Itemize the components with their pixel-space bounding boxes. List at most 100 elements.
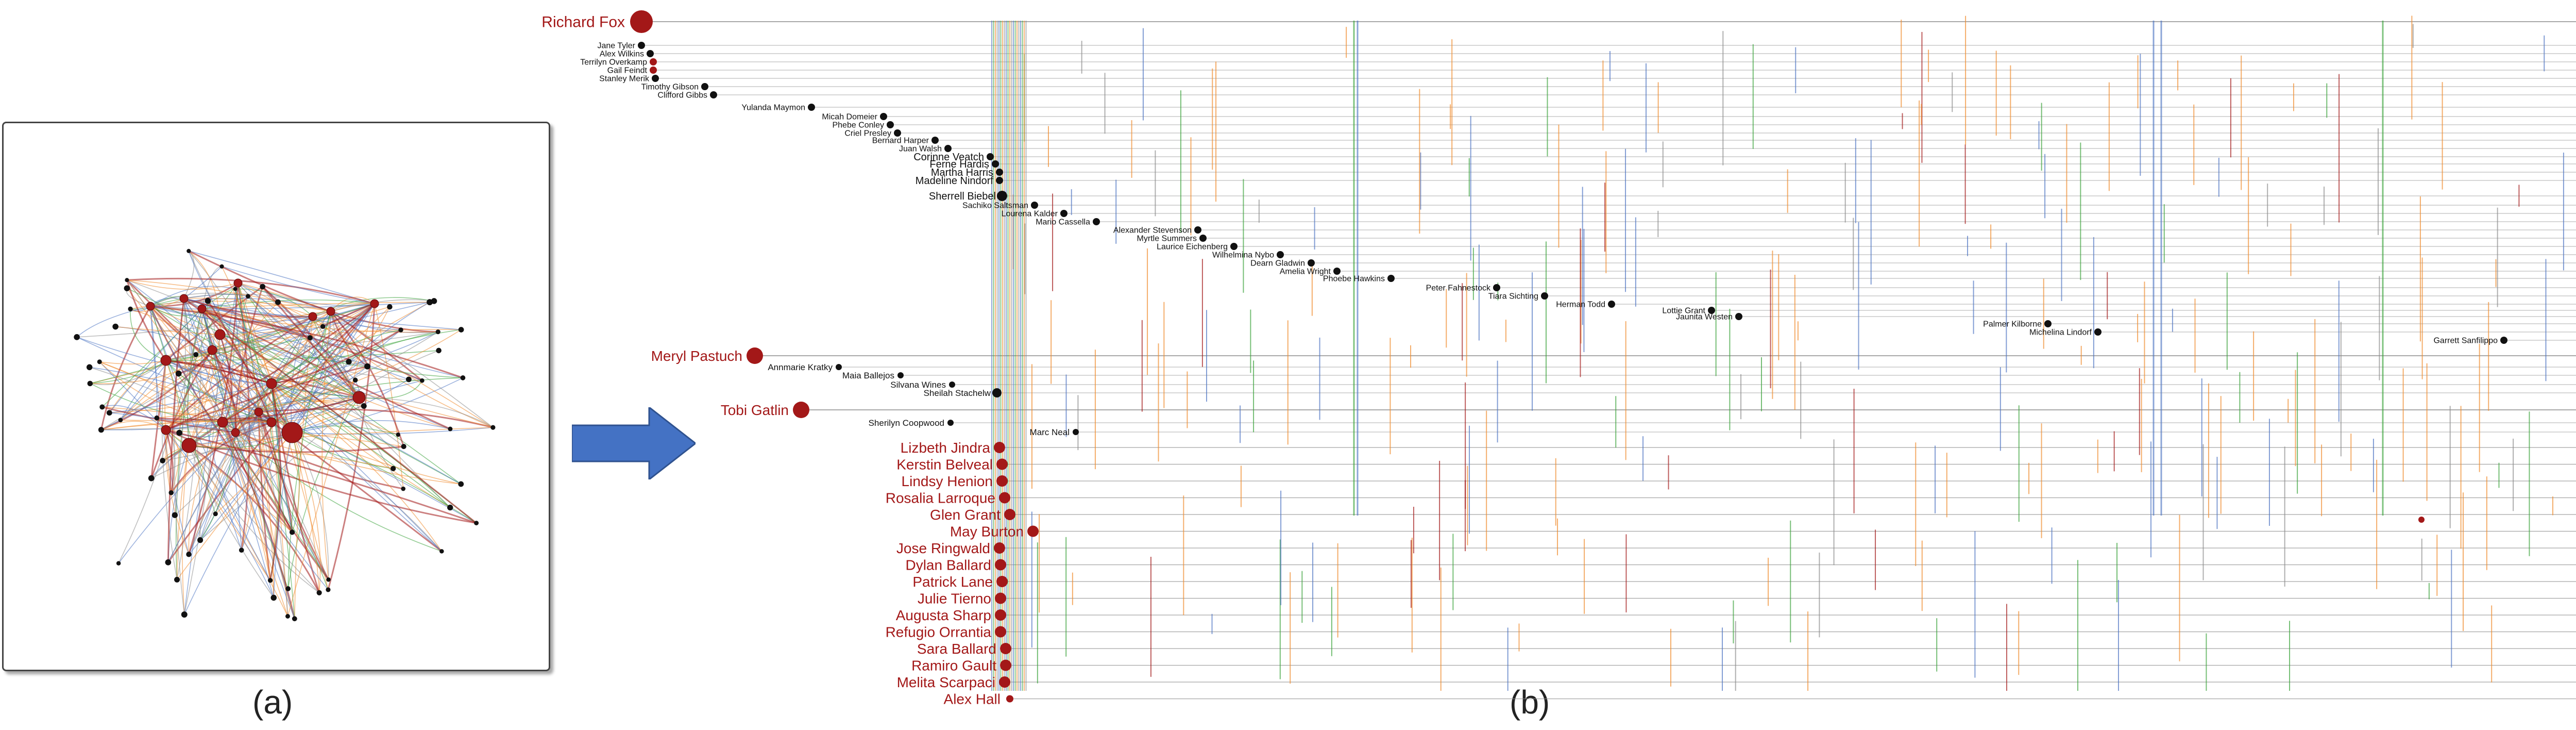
person-name-label: Gail Feindt (607, 67, 648, 75)
graph-edge (207, 301, 215, 351)
graph-edge (258, 411, 329, 580)
person-name-label: Palmer Kilborne (1983, 320, 2042, 329)
graph-node (391, 466, 396, 471)
graph-edge (359, 397, 451, 429)
graph-node (197, 304, 207, 313)
person-node (992, 388, 1002, 397)
graph-node (187, 248, 191, 253)
graph-node (326, 307, 335, 316)
graph-node (398, 327, 403, 333)
person-node (887, 121, 894, 128)
graph-node (401, 444, 406, 450)
graph-edge (207, 300, 273, 423)
graph-edge (165, 429, 174, 493)
person-node-root (999, 492, 1010, 504)
person-node (996, 177, 1003, 184)
person-name-label: Annmarie Kratky (768, 362, 833, 372)
graph-edge (201, 302, 430, 309)
graph-node (427, 299, 433, 306)
graph-edge (150, 350, 213, 479)
graph-node (87, 380, 93, 387)
person-node-root (996, 576, 1008, 587)
person-node (1031, 202, 1038, 209)
person-name-label: Michelina Lindorf (2029, 328, 2092, 337)
graph-edge (165, 303, 375, 430)
person-node (1493, 284, 1500, 291)
person-node (1199, 235, 1207, 242)
graph-edge (330, 311, 405, 447)
graph-node (186, 552, 192, 557)
graph-edge (374, 303, 404, 489)
graph-node (106, 410, 112, 416)
graph-node (281, 422, 303, 443)
person-node-root (793, 402, 809, 418)
graph-edge (99, 360, 166, 364)
right-arrow-icon (572, 407, 696, 479)
graph-edge (165, 303, 375, 431)
graph-edge (165, 350, 439, 361)
person-node (880, 113, 887, 120)
graph-edge (90, 303, 375, 384)
graph-node (405, 376, 412, 383)
person-name-label: Alex Wilkins (600, 50, 644, 59)
person-node-root (995, 626, 1006, 638)
graph-edge (271, 383, 442, 552)
person-node (992, 160, 999, 168)
person-name-label: Madeline Nindorf (916, 175, 994, 187)
graph-edge (183, 297, 313, 317)
graph-node (435, 329, 440, 335)
graph-node (436, 347, 442, 354)
graph-edge (100, 306, 151, 430)
person-node (650, 67, 657, 74)
graph-node (439, 549, 444, 554)
graph-node (205, 297, 211, 304)
graph-edge (99, 361, 259, 412)
graph-node (458, 481, 464, 487)
graph-edge (174, 411, 259, 516)
graph-node (219, 264, 224, 269)
graph-node (447, 504, 453, 511)
person-node-root (1006, 695, 1013, 703)
person-node (2094, 328, 2102, 336)
graph-edge (99, 361, 223, 423)
graph-edge (165, 303, 375, 361)
person-node-root (995, 609, 1006, 621)
graph-edge (101, 421, 166, 430)
graph-edge (126, 279, 236, 433)
graph-edge (183, 297, 313, 318)
person-name-label: Dylan Ballard (905, 557, 991, 573)
graph-edge (76, 306, 151, 338)
graph-edge (76, 337, 360, 398)
panel-a-network-graph (2, 122, 550, 671)
person-name-label: Juan Walsh (899, 145, 942, 154)
graph-edge (212, 311, 331, 351)
graph-edge (268, 422, 293, 533)
person-node (1387, 275, 1395, 282)
person-node (1308, 259, 1315, 267)
person-node (638, 42, 645, 49)
graph-node (267, 578, 273, 583)
person-node (2418, 517, 2425, 523)
graph-edge (271, 303, 375, 384)
graph-edge (359, 380, 422, 399)
graph-edge (183, 266, 223, 299)
graph-node (346, 359, 352, 365)
graph-node (352, 391, 366, 404)
graph-edge (171, 421, 272, 493)
graph-node (160, 355, 172, 366)
person-node-root (996, 458, 1008, 470)
person-name-label: Mario Cassella (1036, 218, 1090, 227)
person-name-label: Yulanda Maymon (741, 104, 805, 112)
graph-edge (188, 251, 272, 384)
graph-node (207, 345, 217, 355)
graph-node (285, 586, 291, 591)
graph-node (128, 306, 133, 311)
graph-edge (271, 326, 324, 384)
person-name-label: Corinne Veatch (913, 152, 984, 163)
person-name-label: Garrett Sanfilippo (2433, 337, 2498, 345)
person-name-label: Amelia Wright (1280, 268, 1331, 276)
person-name-label: Patrick Lane (912, 574, 993, 590)
graph-edge (127, 288, 360, 398)
graph-edge (99, 361, 166, 430)
graph-edge (188, 251, 293, 433)
